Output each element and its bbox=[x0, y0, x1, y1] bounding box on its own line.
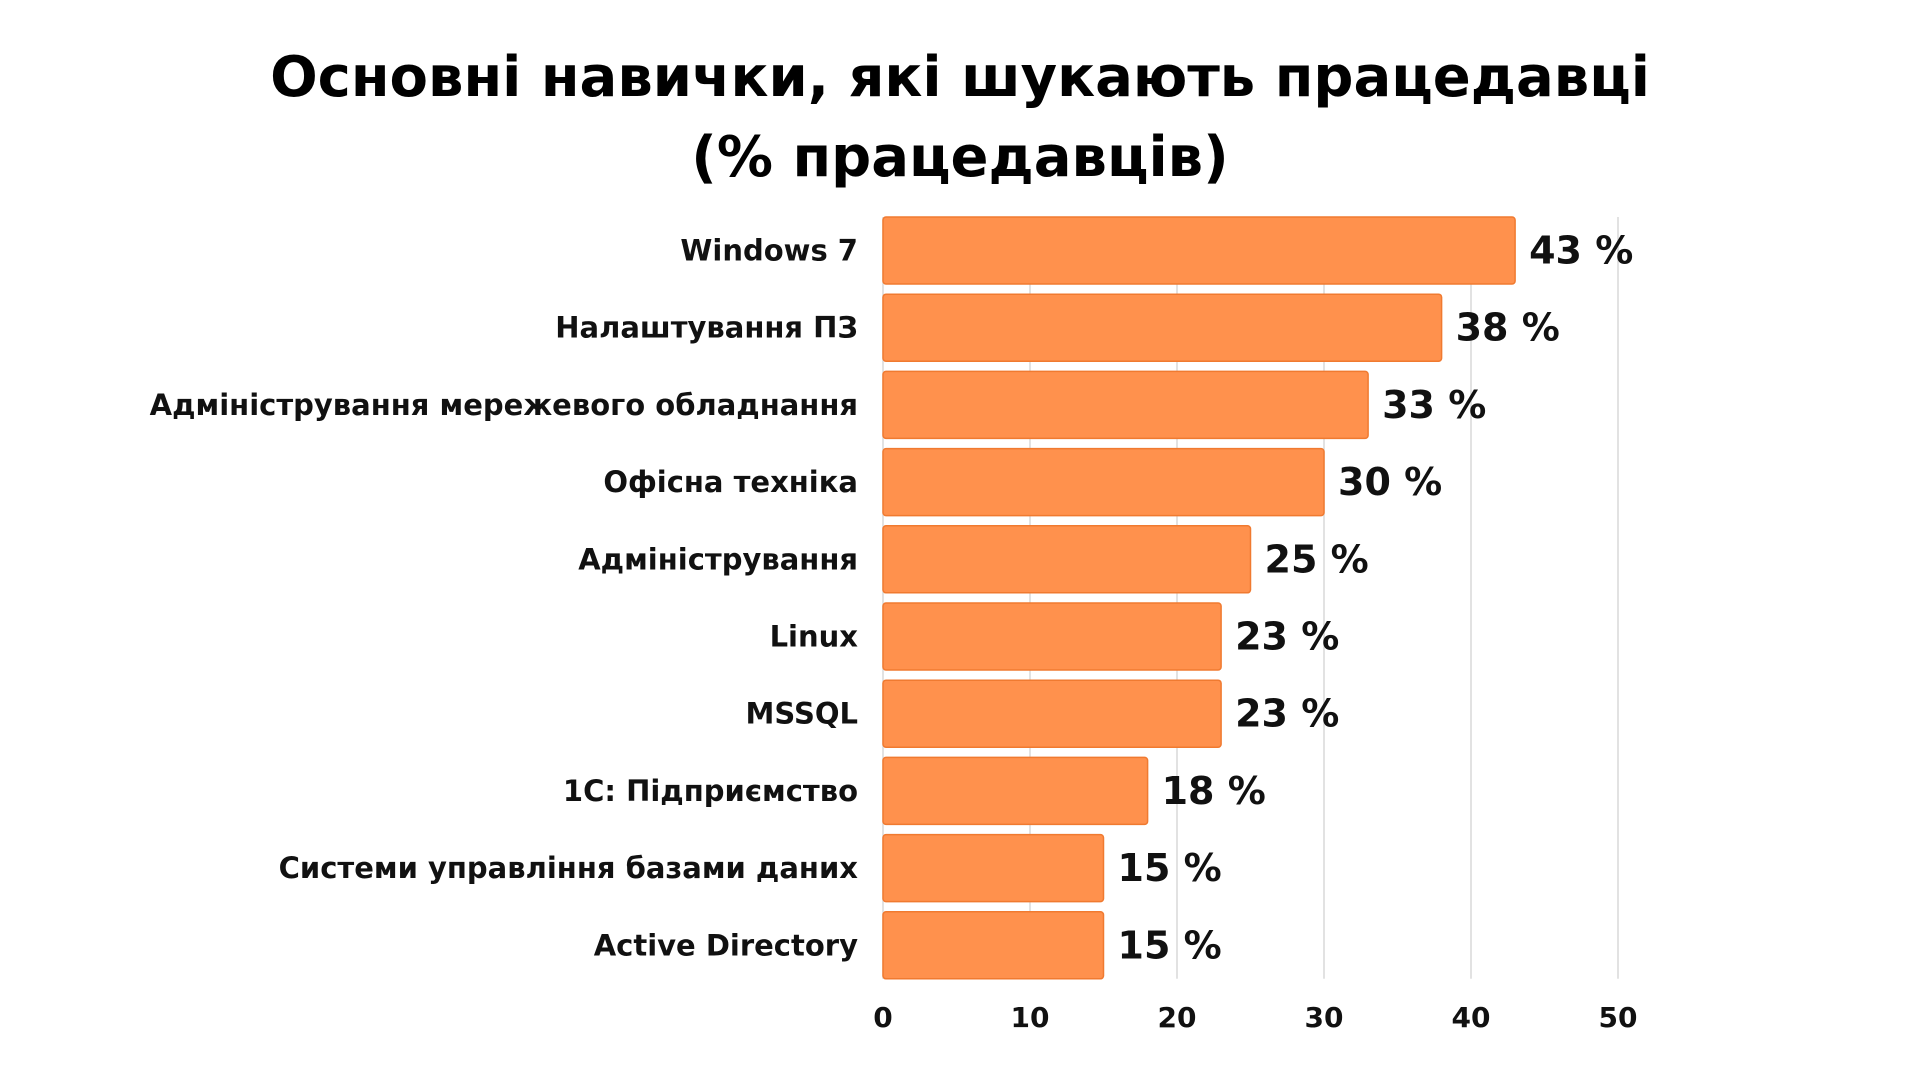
category-label: Налаштування ПЗ bbox=[555, 311, 858, 345]
bar bbox=[882, 756, 1149, 826]
x-tick-label: 0 bbox=[873, 1001, 892, 1034]
category-labels: Windows 7 Налаштування ПЗ Адміністрування … bbox=[150, 234, 859, 963]
category-label: Linux bbox=[770, 620, 859, 654]
value-label: 15 % bbox=[1118, 846, 1222, 890]
value-label: 23 % bbox=[1235, 692, 1339, 736]
category-label: 1С: Підприємство bbox=[563, 774, 858, 808]
x-tick-label: 40 bbox=[1452, 1001, 1491, 1034]
value-label: 43 % bbox=[1529, 229, 1633, 273]
bar bbox=[882, 447, 1325, 517]
bar bbox=[882, 216, 1516, 285]
value-label: 15 % bbox=[1118, 923, 1222, 967]
chart-title-line-1: Основні навички, які шукають працедавці bbox=[270, 45, 1650, 110]
category-label: Системи управління базами даних bbox=[279, 851, 859, 885]
bar bbox=[882, 833, 1105, 903]
bar bbox=[882, 679, 1222, 748]
category-label: MSSQL bbox=[746, 697, 858, 731]
value-label: 33 % bbox=[1382, 383, 1486, 427]
category-label: Адміністрування мережевого обладнання bbox=[150, 388, 858, 422]
chart-title-line-2: (% працедавців) bbox=[691, 125, 1229, 190]
chart-title: Основні навички, які шукають працедавці … bbox=[0, 38, 1920, 198]
x-tick-label: 20 bbox=[1158, 1001, 1197, 1034]
bar bbox=[882, 293, 1443, 362]
value-label: 18 % bbox=[1162, 769, 1266, 813]
value-labels: 43 % 38 % 33 % 30 % 25 % 23 % 23 % 18 % 15 % 15 % bbox=[1118, 229, 1634, 968]
x-tick-label: 50 bbox=[1599, 1001, 1638, 1034]
value-label: 30 % bbox=[1338, 460, 1442, 504]
category-label: Active Directory bbox=[594, 928, 858, 962]
category-label: Windows 7 bbox=[680, 234, 858, 268]
value-label: 38 % bbox=[1456, 306, 1560, 350]
x-tick-label: 30 bbox=[1305, 1001, 1344, 1034]
bar bbox=[882, 370, 1369, 440]
x-tick-label: 10 bbox=[1011, 1001, 1050, 1034]
bar bbox=[882, 602, 1222, 671]
bar bbox=[882, 525, 1252, 594]
bar bbox=[882, 911, 1105, 980]
category-label: Адміністрування bbox=[578, 542, 858, 576]
value-label: 25 % bbox=[1265, 537, 1369, 581]
category-label: Офісна техніка bbox=[603, 465, 858, 499]
x-axis-ticks: 0 10 20 30 40 50 bbox=[873, 1001, 1637, 1034]
bars bbox=[882, 216, 1516, 980]
value-label: 23 % bbox=[1235, 615, 1339, 659]
